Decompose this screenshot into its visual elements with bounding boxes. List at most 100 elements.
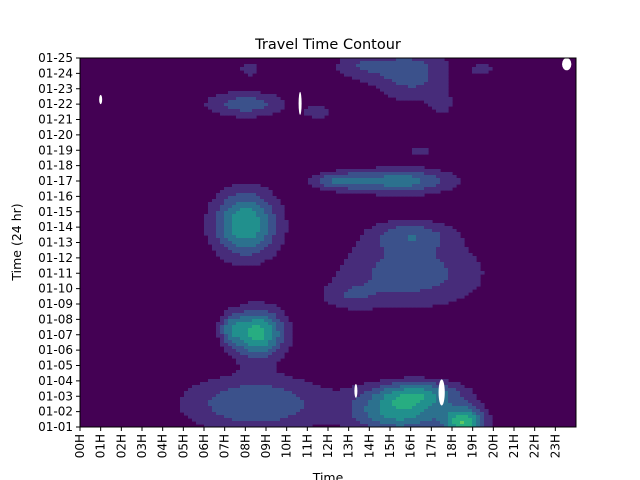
contour-cell bbox=[228, 190, 233, 194]
contour-cell bbox=[236, 328, 241, 332]
contour-cell bbox=[372, 286, 377, 290]
contour-cell bbox=[344, 268, 349, 272]
contour-cell bbox=[356, 283, 361, 287]
contour-cell bbox=[248, 97, 253, 101]
contour-cell bbox=[248, 184, 253, 188]
contour-cell bbox=[276, 307, 281, 311]
contour-cell bbox=[380, 304, 385, 308]
contour-cell bbox=[384, 88, 389, 92]
contour-cell bbox=[360, 79, 365, 83]
contour-cell bbox=[288, 376, 293, 380]
contour-cell bbox=[240, 241, 245, 245]
contour-cell bbox=[396, 280, 401, 284]
contour-cell bbox=[472, 409, 477, 413]
contour-cell bbox=[276, 226, 281, 230]
contour-cell bbox=[320, 184, 325, 188]
contour-cell bbox=[216, 250, 221, 254]
contour-cell bbox=[404, 400, 409, 404]
contour-cell bbox=[460, 421, 465, 425]
contour-cell bbox=[380, 277, 385, 281]
contour-cell bbox=[212, 208, 217, 212]
contour-cell bbox=[240, 190, 245, 194]
contour-cell bbox=[240, 388, 245, 392]
contour-cell bbox=[252, 358, 257, 362]
contour-cell bbox=[452, 262, 457, 266]
contour-cell bbox=[328, 412, 333, 416]
contour-cell bbox=[404, 190, 409, 194]
contour-cell bbox=[388, 391, 393, 395]
contour-cell bbox=[360, 292, 365, 296]
contour-cell bbox=[256, 94, 261, 98]
contour-cell bbox=[204, 385, 209, 389]
contour-cell bbox=[224, 400, 229, 404]
contour-cell bbox=[464, 253, 469, 257]
contour-cell bbox=[236, 310, 241, 314]
contour-cell bbox=[216, 229, 221, 233]
contour-cell bbox=[236, 397, 241, 401]
contour-cell bbox=[412, 289, 417, 293]
contour-cell bbox=[384, 256, 389, 260]
contour-cell bbox=[452, 244, 457, 248]
contour-cell bbox=[460, 268, 465, 272]
contour-cell bbox=[444, 409, 449, 413]
contour-cell bbox=[380, 61, 385, 65]
contour-cell bbox=[388, 58, 393, 62]
contour-cell bbox=[244, 103, 249, 107]
contour-cell bbox=[440, 424, 445, 427]
contour-cell bbox=[380, 193, 385, 197]
contour-cell bbox=[412, 82, 417, 86]
contour-cell bbox=[248, 238, 253, 242]
contour-cell bbox=[420, 184, 425, 188]
contour-cell bbox=[400, 385, 405, 389]
contour-cell bbox=[228, 316, 233, 320]
contour-cell bbox=[408, 406, 413, 410]
contour-cell bbox=[264, 187, 269, 191]
contour-cell bbox=[368, 58, 373, 62]
contour-cell bbox=[220, 226, 225, 230]
contour-cell bbox=[396, 274, 401, 278]
contour-cell bbox=[412, 304, 417, 308]
contour-cell bbox=[388, 232, 393, 236]
contour-cell bbox=[192, 418, 197, 422]
contour-cell bbox=[432, 247, 437, 251]
contour-cell bbox=[380, 73, 385, 77]
contour-cell bbox=[232, 406, 237, 410]
contour-cell bbox=[368, 259, 373, 263]
contour-cell bbox=[376, 271, 381, 275]
contour-cell bbox=[220, 238, 225, 242]
contour-cell bbox=[384, 388, 389, 392]
contour-cell bbox=[388, 223, 393, 227]
contour-cell bbox=[412, 250, 417, 254]
contour-cell bbox=[288, 394, 293, 398]
contour-cell bbox=[216, 94, 221, 98]
contour-cell bbox=[432, 406, 437, 410]
contour-cell bbox=[272, 403, 277, 407]
contour-cell bbox=[268, 256, 273, 260]
contour-cell bbox=[204, 391, 209, 395]
contour-cell bbox=[456, 391, 461, 395]
contour-cell bbox=[388, 295, 393, 299]
contour-cell bbox=[212, 97, 217, 101]
contour-cell bbox=[436, 67, 441, 71]
contour-cell bbox=[372, 247, 377, 251]
contour-cell bbox=[472, 259, 477, 263]
contour-cell bbox=[240, 109, 245, 113]
contour-cell bbox=[356, 187, 361, 191]
contour-cell bbox=[384, 73, 389, 77]
contour-cell bbox=[472, 418, 477, 422]
contour-cell bbox=[440, 61, 445, 65]
contour-cell bbox=[224, 406, 229, 410]
contour-cell bbox=[464, 418, 469, 422]
contour-cell bbox=[268, 364, 273, 368]
contour-cell bbox=[232, 202, 237, 206]
contour-cell bbox=[244, 310, 249, 314]
contour-cell bbox=[444, 73, 449, 77]
contour-cell bbox=[220, 316, 225, 320]
contour-cell bbox=[232, 256, 237, 260]
contour-cell bbox=[372, 82, 377, 86]
contour-cell bbox=[336, 295, 341, 299]
contour-cell bbox=[272, 397, 277, 401]
contour-cell bbox=[464, 256, 469, 260]
contour-cell bbox=[284, 334, 289, 338]
contour-cell bbox=[336, 280, 341, 284]
